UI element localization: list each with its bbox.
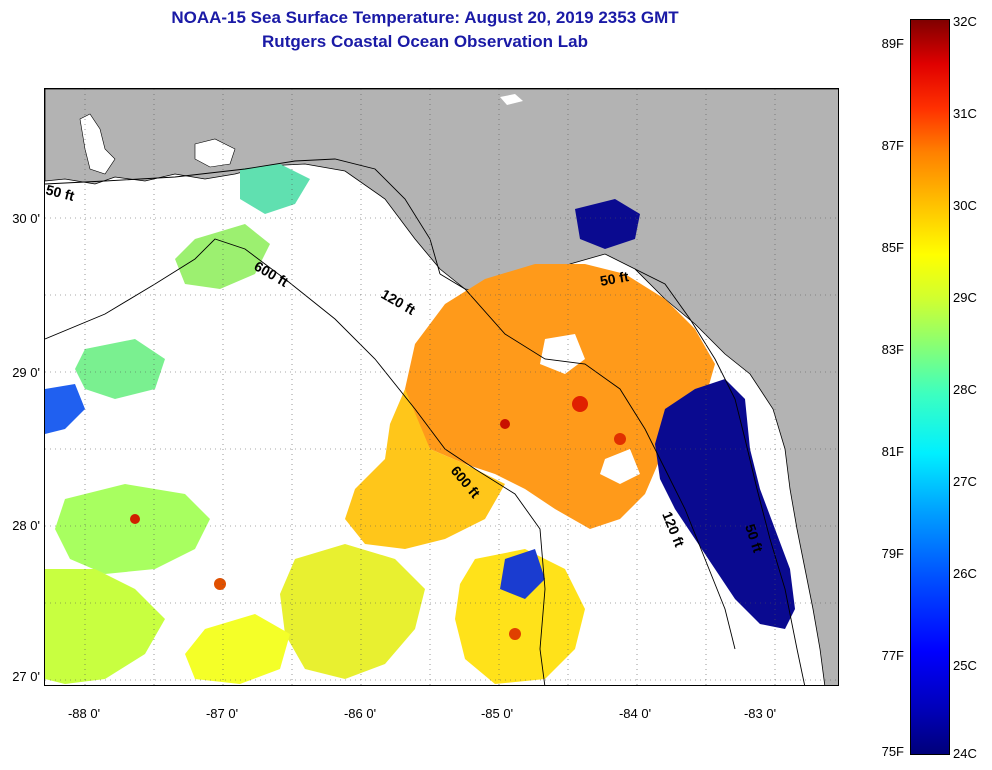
lat-label: 30 0' <box>12 211 40 226</box>
colorbar-f-label: 75F <box>881 744 904 759</box>
colorbar-f-label: 79F <box>881 546 904 561</box>
sst-map: 50 ft 600 ft 120 ft 50 ft 600 ft 120 ft … <box>44 88 839 686</box>
lon-label: -85 0' <box>480 706 514 721</box>
colorbar-c-label: 24C <box>953 746 977 761</box>
colorbar-f-label: 89F <box>881 36 904 51</box>
colorbar-f-label: 81F <box>881 444 904 459</box>
colorbar-f-label: 85F <box>881 240 904 255</box>
lat-label: 29 0' <box>12 365 40 380</box>
lat-label: 27 0' <box>12 669 40 684</box>
lat-label: 28 0' <box>12 518 40 533</box>
colorbar-f-label: 77F <box>881 648 904 663</box>
colorbar-f-label: 83F <box>881 342 904 357</box>
colorbar-c-label: 32C <box>953 14 977 29</box>
lon-label: -87 0' <box>205 706 239 721</box>
colorbar-c-label: 29C <box>953 290 977 305</box>
contour-label-50ft-east: 50 ft <box>599 268 630 289</box>
isobaths <box>45 158 806 685</box>
lon-label: -84 0' <box>618 706 652 721</box>
colorbar-c-label: 25C <box>953 658 977 673</box>
contour-label-50ft-west: 50 ft <box>45 181 76 204</box>
sst-patches <box>45 164 795 684</box>
colorbar-c-label: 30C <box>953 198 977 213</box>
lon-label: -88 0' <box>67 706 101 721</box>
colorbar-c-label: 28C <box>953 382 977 397</box>
lon-label: -83 0' <box>743 706 777 721</box>
lon-label: -86 0' <box>343 706 377 721</box>
colorbar-c-label: 26C <box>953 566 977 581</box>
colorbar-c-label: 31C <box>953 106 977 121</box>
colorbar-f-label: 87F <box>881 138 904 153</box>
colorbar-c-label: 27C <box>953 474 977 489</box>
map-canvas: 50 ft 600 ft 120 ft 50 ft 600 ft 120 ft … <box>45 89 838 685</box>
map-title: NOAA-15 Sea Surface Temperature: August … <box>171 8 679 27</box>
map-subtitle: Rutgers Coastal Ocean Observation Lab <box>262 32 588 51</box>
temperature-colorbar <box>910 19 950 755</box>
